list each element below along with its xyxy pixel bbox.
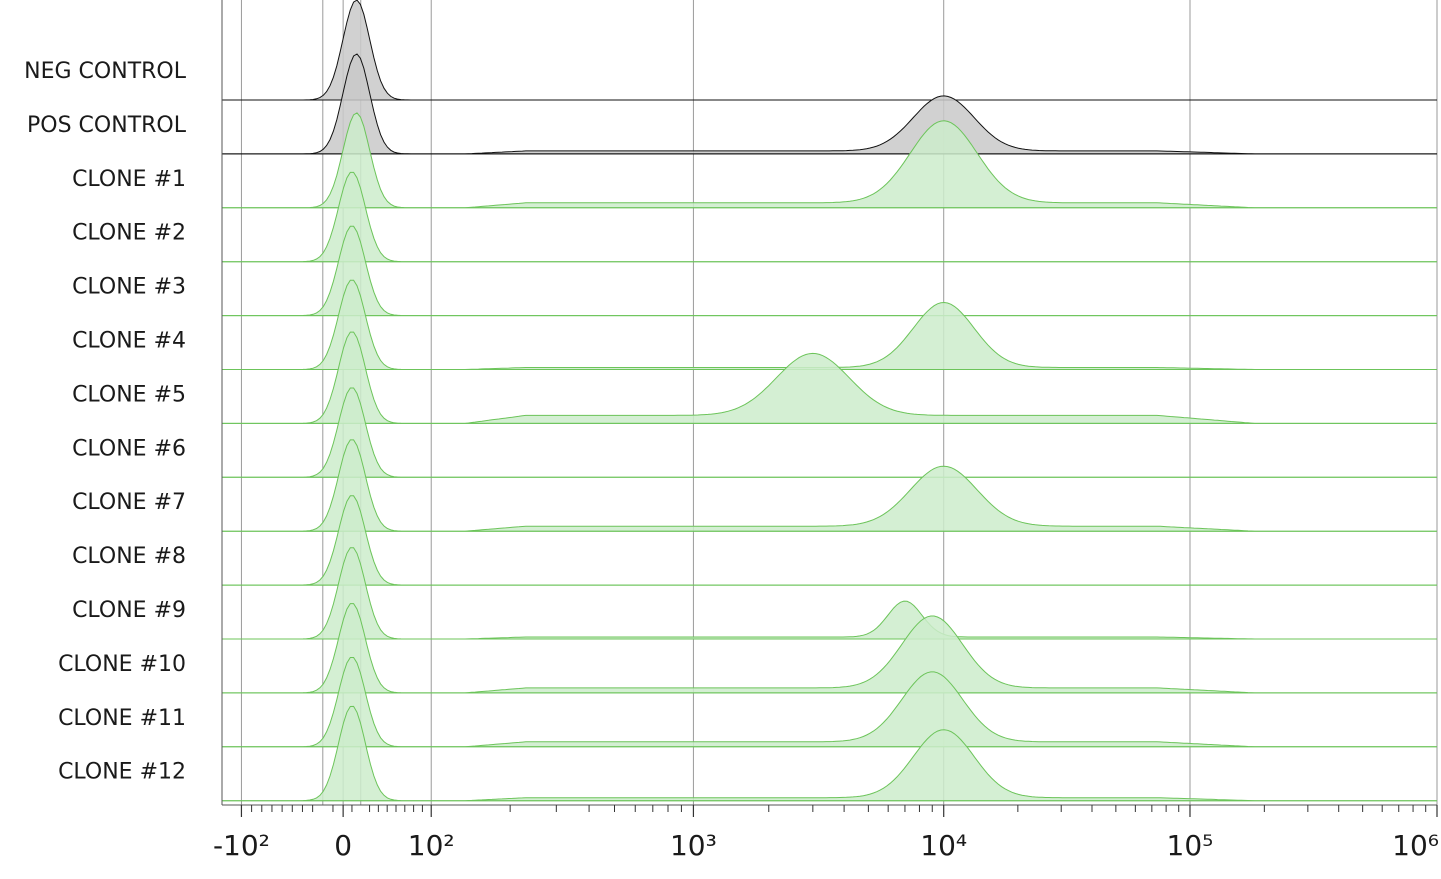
series-area	[222, 705, 1437, 802]
series-label: CLONE #3	[72, 275, 186, 300]
x-tick-label: 10⁵	[1167, 829, 1214, 862]
x-tick-label: 10⁶	[1392, 829, 1439, 862]
x-tick-label: 10³	[670, 829, 717, 862]
series-area	[222, 439, 1437, 532]
series-area	[222, 0, 1437, 101]
series-area	[222, 547, 1437, 640]
series-area	[222, 657, 1437, 748]
series-area	[222, 171, 1437, 263]
series-label: NEG CONTROL	[24, 59, 187, 84]
series-label: CLONE #1	[72, 167, 186, 192]
series-area	[222, 279, 1437, 370]
series-area	[222, 225, 1437, 317]
x-tick-label: 10⁴	[920, 829, 967, 862]
series-label: CLONE #9	[72, 598, 186, 623]
row-labels: NEG CONTROL POS CONTROL CLONE #1 CLONE #2 CL…	[24, 59, 187, 785]
series-area	[222, 331, 1437, 424]
series-label: CLONE #7	[72, 490, 186, 515]
series-area	[222, 53, 1437, 155]
series-label: CLONE #2	[72, 221, 186, 246]
series-label: POS CONTROL	[27, 113, 187, 138]
series-label: CLONE #8	[72, 544, 186, 569]
x-axis: -10² 0 10² 10³ 10⁴ 10⁵ 10⁶	[213, 0, 1439, 862]
x-tick-label: -10²	[213, 829, 270, 862]
series-label: CLONE #6	[72, 436, 186, 461]
series-area	[222, 603, 1437, 694]
x-tick-label: 10²	[408, 829, 455, 862]
series-label: CLONE #11	[58, 706, 186, 731]
x-tick-label: 0	[334, 829, 352, 862]
series-label: CLONE #5	[72, 382, 186, 407]
series-label: CLONE #10	[58, 652, 186, 677]
series-label: CLONE #4	[72, 329, 186, 354]
series-layer	[222, 0, 1437, 802]
series-label: CLONE #12	[58, 760, 186, 785]
series-area	[222, 112, 1437, 209]
series-area	[222, 495, 1437, 586]
